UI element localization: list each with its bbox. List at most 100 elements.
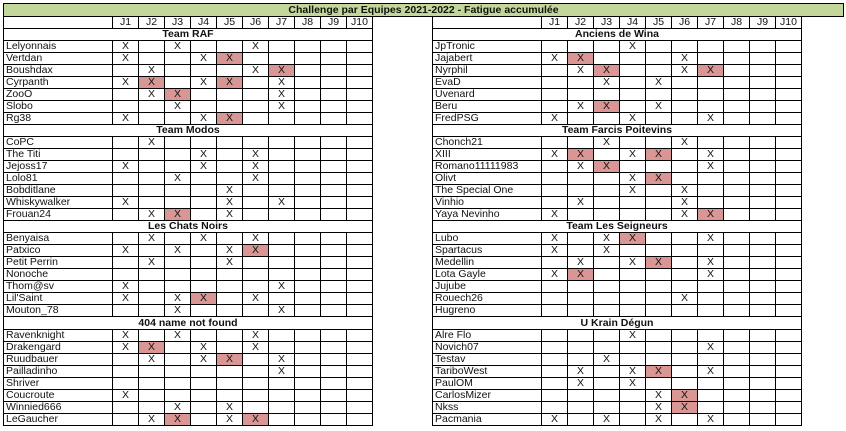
empty-cell[interactable] bbox=[138, 196, 165, 209]
empty-cell[interactable] bbox=[619, 136, 646, 149]
empty-cell[interactable] bbox=[775, 244, 802, 257]
empty-cell[interactable] bbox=[619, 292, 646, 305]
played-cell[interactable]: X bbox=[112, 280, 139, 293]
played-cell[interactable]: X bbox=[216, 413, 243, 426]
empty-cell[interactable] bbox=[697, 389, 724, 402]
empty-cell[interactable] bbox=[294, 148, 321, 161]
empty-cell[interactable] bbox=[723, 377, 750, 390]
empty-cell[interactable] bbox=[346, 232, 373, 245]
fatigue-cell[interactable]: X bbox=[216, 52, 243, 65]
empty-cell[interactable] bbox=[268, 112, 295, 125]
played-cell[interactable]: X bbox=[697, 256, 724, 269]
fatigue-cell[interactable]: X bbox=[671, 389, 698, 402]
empty-cell[interactable] bbox=[697, 40, 724, 53]
empty-cell[interactable] bbox=[320, 232, 347, 245]
empty-cell[interactable] bbox=[645, 268, 672, 281]
empty-cell[interactable] bbox=[645, 232, 672, 245]
played-cell[interactable]: X bbox=[567, 160, 594, 173]
player-name[interactable]: Frouan24 bbox=[3, 208, 113, 221]
empty-cell[interactable] bbox=[268, 40, 295, 53]
empty-cell[interactable] bbox=[216, 148, 243, 161]
empty-cell[interactable] bbox=[164, 64, 191, 77]
empty-cell[interactable] bbox=[671, 329, 698, 342]
player-name[interactable]: Chonch21 bbox=[432, 136, 542, 149]
empty-cell[interactable] bbox=[619, 64, 646, 77]
empty-cell[interactable] bbox=[749, 232, 776, 245]
played-cell[interactable]: X bbox=[164, 329, 191, 342]
empty-cell[interactable] bbox=[541, 280, 568, 293]
empty-cell[interactable] bbox=[268, 232, 295, 245]
empty-cell[interactable] bbox=[541, 40, 568, 53]
empty-cell[interactable] bbox=[138, 160, 165, 173]
empty-cell[interactable] bbox=[112, 136, 139, 149]
empty-cell[interactable] bbox=[697, 76, 724, 89]
empty-cell[interactable] bbox=[645, 52, 672, 65]
played-cell[interactable]: X bbox=[697, 160, 724, 173]
empty-cell[interactable] bbox=[320, 64, 347, 77]
empty-cell[interactable] bbox=[775, 232, 802, 245]
fatigue-cell[interactable]: X bbox=[645, 256, 672, 269]
empty-cell[interactable] bbox=[671, 304, 698, 317]
empty-cell[interactable] bbox=[619, 353, 646, 366]
empty-cell[interactable] bbox=[671, 76, 698, 89]
column-header-j5[interactable]: J5 bbox=[216, 16, 243, 29]
empty-cell[interactable] bbox=[619, 52, 646, 65]
empty-cell[interactable] bbox=[112, 208, 139, 221]
empty-cell[interactable] bbox=[138, 40, 165, 53]
empty-cell[interactable] bbox=[619, 413, 646, 426]
empty-cell[interactable] bbox=[320, 136, 347, 149]
empty-cell[interactable] bbox=[723, 160, 750, 173]
empty-cell[interactable] bbox=[619, 304, 646, 317]
fatigue-cell[interactable]: X bbox=[190, 292, 217, 305]
empty-cell[interactable] bbox=[697, 52, 724, 65]
empty-cell[interactable] bbox=[775, 353, 802, 366]
empty-cell[interactable] bbox=[242, 208, 269, 221]
empty-cell[interactable] bbox=[268, 160, 295, 173]
played-cell[interactable]: X bbox=[216, 244, 243, 257]
empty-cell[interactable] bbox=[320, 256, 347, 269]
empty-cell[interactable] bbox=[723, 268, 750, 281]
empty-cell[interactable] bbox=[320, 160, 347, 173]
empty-cell[interactable] bbox=[320, 268, 347, 281]
empty-cell[interactable] bbox=[294, 341, 321, 354]
empty-cell[interactable] bbox=[593, 341, 620, 354]
player-name[interactable]: Drakengard bbox=[3, 341, 113, 354]
player-name[interactable]: Slobo bbox=[3, 100, 113, 113]
played-cell[interactable]: X bbox=[593, 244, 620, 257]
empty-cell[interactable] bbox=[294, 280, 321, 293]
empty-cell[interactable] bbox=[216, 88, 243, 101]
empty-cell[interactable] bbox=[645, 160, 672, 173]
player-name[interactable]: Ruudbauer bbox=[3, 353, 113, 366]
empty-cell[interactable] bbox=[294, 76, 321, 89]
player-name[interactable]: Lolo81 bbox=[3, 172, 113, 185]
empty-cell[interactable] bbox=[346, 172, 373, 185]
empty-cell[interactable] bbox=[593, 184, 620, 197]
player-name[interactable]: The Titi bbox=[3, 148, 113, 161]
played-cell[interactable]: X bbox=[112, 160, 139, 173]
empty-cell[interactable] bbox=[697, 172, 724, 185]
empty-cell[interactable] bbox=[190, 208, 217, 221]
played-cell[interactable]: X bbox=[112, 40, 139, 53]
empty-cell[interactable] bbox=[749, 148, 776, 161]
empty-cell[interactable] bbox=[671, 365, 698, 378]
empty-cell[interactable] bbox=[320, 280, 347, 293]
empty-cell[interactable] bbox=[775, 401, 802, 414]
empty-cell[interactable] bbox=[723, 172, 750, 185]
played-cell[interactable]: X bbox=[242, 40, 269, 53]
played-cell[interactable]: X bbox=[112, 244, 139, 257]
empty-cell[interactable] bbox=[190, 329, 217, 342]
empty-cell[interactable] bbox=[541, 88, 568, 101]
empty-cell[interactable] bbox=[242, 136, 269, 149]
empty-cell[interactable] bbox=[723, 389, 750, 402]
empty-cell[interactable] bbox=[294, 64, 321, 77]
played-cell[interactable]: X bbox=[164, 401, 191, 414]
empty-cell[interactable] bbox=[593, 280, 620, 293]
played-cell[interactable]: X bbox=[216, 196, 243, 209]
empty-cell[interactable] bbox=[645, 184, 672, 197]
empty-cell[interactable] bbox=[749, 377, 776, 390]
empty-cell[interactable] bbox=[138, 244, 165, 257]
empty-cell[interactable] bbox=[775, 172, 802, 185]
empty-cell[interactable] bbox=[138, 389, 165, 402]
empty-cell[interactable] bbox=[346, 64, 373, 77]
empty-cell[interactable] bbox=[541, 196, 568, 209]
